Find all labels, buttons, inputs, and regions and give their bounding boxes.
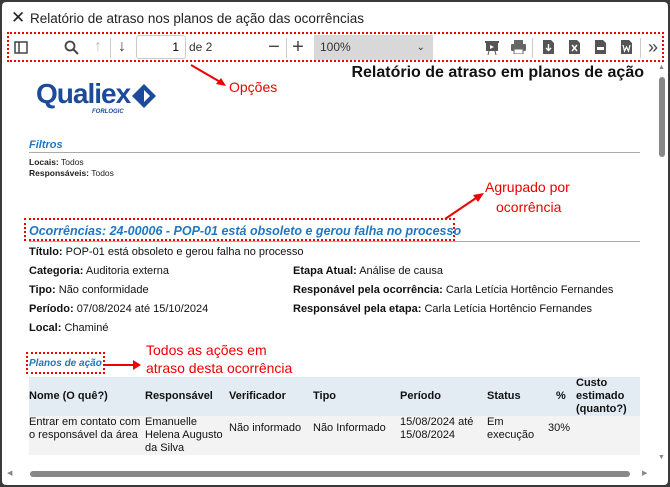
field-resp-etapa: Responsável pela etapa: Carla Letícia Ho…	[293, 303, 592, 316]
label: Título:	[29, 246, 63, 258]
zoom-select[interactable]: 100% ⌄	[314, 35, 433, 60]
horizontal-scrollbar[interactable]	[30, 471, 630, 477]
field-resp-ocorrencia: Responável pela ocorrência: Carla Letíci…	[293, 284, 613, 297]
label: Período:	[29, 303, 74, 315]
value: POP-01 está obsoleto e gerou falha no pr…	[65, 246, 304, 258]
page-total: de 2	[189, 40, 213, 54]
excel-icon[interactable]	[564, 37, 584, 57]
csv-icon[interactable]	[590, 37, 610, 57]
options-highlight	[7, 32, 664, 62]
search-icon[interactable]	[60, 37, 82, 57]
field-local: Local: Chaminé	[29, 322, 109, 335]
cell-periodo: 15/08/2024 até 15/08/2024	[400, 416, 474, 441]
logo-mark-icon	[132, 84, 156, 108]
qualiex-logo: Qualiex	[36, 78, 131, 109]
label: Responável pela ocorrência:	[293, 284, 443, 296]
field-periodo: Período: 07/08/2024 até 15/10/2024	[29, 303, 208, 316]
grouped-highlight	[24, 218, 455, 241]
cell-responsavel: Emanuelle Helena Augusto da Silva	[145, 416, 223, 454]
label: Local:	[29, 322, 62, 334]
label: Tipo:	[29, 284, 56, 296]
cell-status: Em execução	[487, 416, 535, 441]
arrow-down-icon[interactable]: ↓	[118, 38, 126, 55]
presentation-icon[interactable]	[482, 37, 502, 57]
cell-percent: 30%	[548, 422, 571, 434]
label: Categoria:	[29, 265, 84, 277]
scroll-right-icon[interactable]: ▶	[642, 470, 648, 477]
col-tipo: Tipo	[313, 390, 337, 402]
field-titulo: Título: POP-01 está obsoleto e gerou fal…	[29, 246, 304, 259]
close-icon[interactable]: ✕	[11, 8, 26, 27]
download-icon[interactable]	[538, 37, 558, 57]
annotation-arrow	[190, 64, 226, 86]
label: Etapa Atual:	[293, 265, 357, 277]
label: Locais:	[29, 157, 59, 167]
col-percent: %	[556, 390, 566, 402]
scroll-down-icon[interactable]: ▼	[658, 454, 665, 461]
annotation-grouped-2: ocorrência	[496, 199, 562, 215]
vertical-scrollbar[interactable]	[659, 77, 665, 157]
label: Responsáveis:	[29, 168, 89, 178]
col-nome: Nome (O quê?)	[29, 390, 108, 402]
occurrence-heading: Ocorrências: 24-00006 - POP-01 está obso…	[29, 224, 462, 238]
value: Carla Letícia Hortêncio Fernandes	[445, 284, 614, 296]
scroll-up-icon[interactable]: ▲	[658, 64, 665, 71]
chevron-down-icon: ⌄	[416, 42, 425, 53]
label: Responsável pela etapa:	[293, 303, 422, 315]
value: Todos	[60, 157, 84, 167]
value: Não conformidade	[58, 284, 149, 296]
value: Chaminé	[64, 322, 109, 334]
value: Análise de causa	[359, 265, 443, 277]
zoom-in-icon[interactable]: +	[292, 35, 304, 58]
col-custo: Custo estimado (quanto?)	[576, 377, 627, 415]
annotation-actions-2: atraso desta ocorrência	[146, 360, 293, 376]
arrow-up-icon[interactable]: ↑	[94, 38, 102, 55]
table-row	[29, 416, 640, 455]
forlogic-logo: FORLOGIC	[92, 109, 124, 115]
annotation-options: Opções	[229, 79, 278, 95]
cell-tipo: Não Informado	[313, 422, 386, 434]
value: 07/08/2024 até 15/10/2024	[76, 303, 209, 315]
col-periodo: Período	[400, 390, 441, 402]
table-header	[29, 377, 640, 416]
col-status: Status	[487, 390, 521, 402]
word-icon[interactable]	[616, 37, 636, 57]
report-header-title: Relatório de atraso em planos de ação	[351, 64, 644, 81]
annotation-arrow	[104, 360, 141, 370]
plans-highlight	[26, 352, 105, 374]
zoom-out-icon[interactable]: −	[268, 35, 280, 58]
print-icon[interactable]	[508, 37, 528, 57]
dialog-title: Relatório de atraso nos planos de ação d…	[30, 11, 364, 26]
field-categoria: Categoria: Auditoria externa	[29, 265, 169, 278]
zoom-value: 100%	[320, 40, 351, 54]
filter-responsaveis: Responsáveis: Todos	[29, 168, 114, 178]
plans-heading: Planos de ação	[29, 358, 102, 369]
chevron-double-right-icon[interactable]: »	[647, 36, 658, 57]
filter-locais: Locais: Todos	[29, 157, 84, 167]
value: Auditoria externa	[85, 265, 170, 277]
value: Todos	[91, 168, 114, 178]
cell-nome: Entrar em contato com o responsável da á…	[29, 416, 141, 441]
field-etapa: Etapa Atual: Análise de causa	[293, 265, 443, 278]
page-number-input[interactable]: 1	[136, 35, 186, 59]
col-verificador: Verificador	[229, 390, 286, 402]
scroll-left-icon[interactable]: ◀	[7, 470, 13, 477]
annotation-arrow	[444, 193, 484, 220]
value: Carla Letícia Hortêncio Fernandes	[424, 303, 592, 315]
sidebar-toggle-icon[interactable]	[11, 37, 31, 57]
col-responsavel: Responsável	[145, 390, 213, 402]
annotation-grouped-1: Agrupado por	[485, 179, 570, 195]
filters-heading: Filtros	[29, 139, 63, 151]
field-tipo: Tipo: Não conformidade	[29, 284, 149, 297]
cell-verificador: Não informado	[229, 422, 302, 434]
annotation-actions-1: Todos as ações em	[146, 342, 267, 358]
